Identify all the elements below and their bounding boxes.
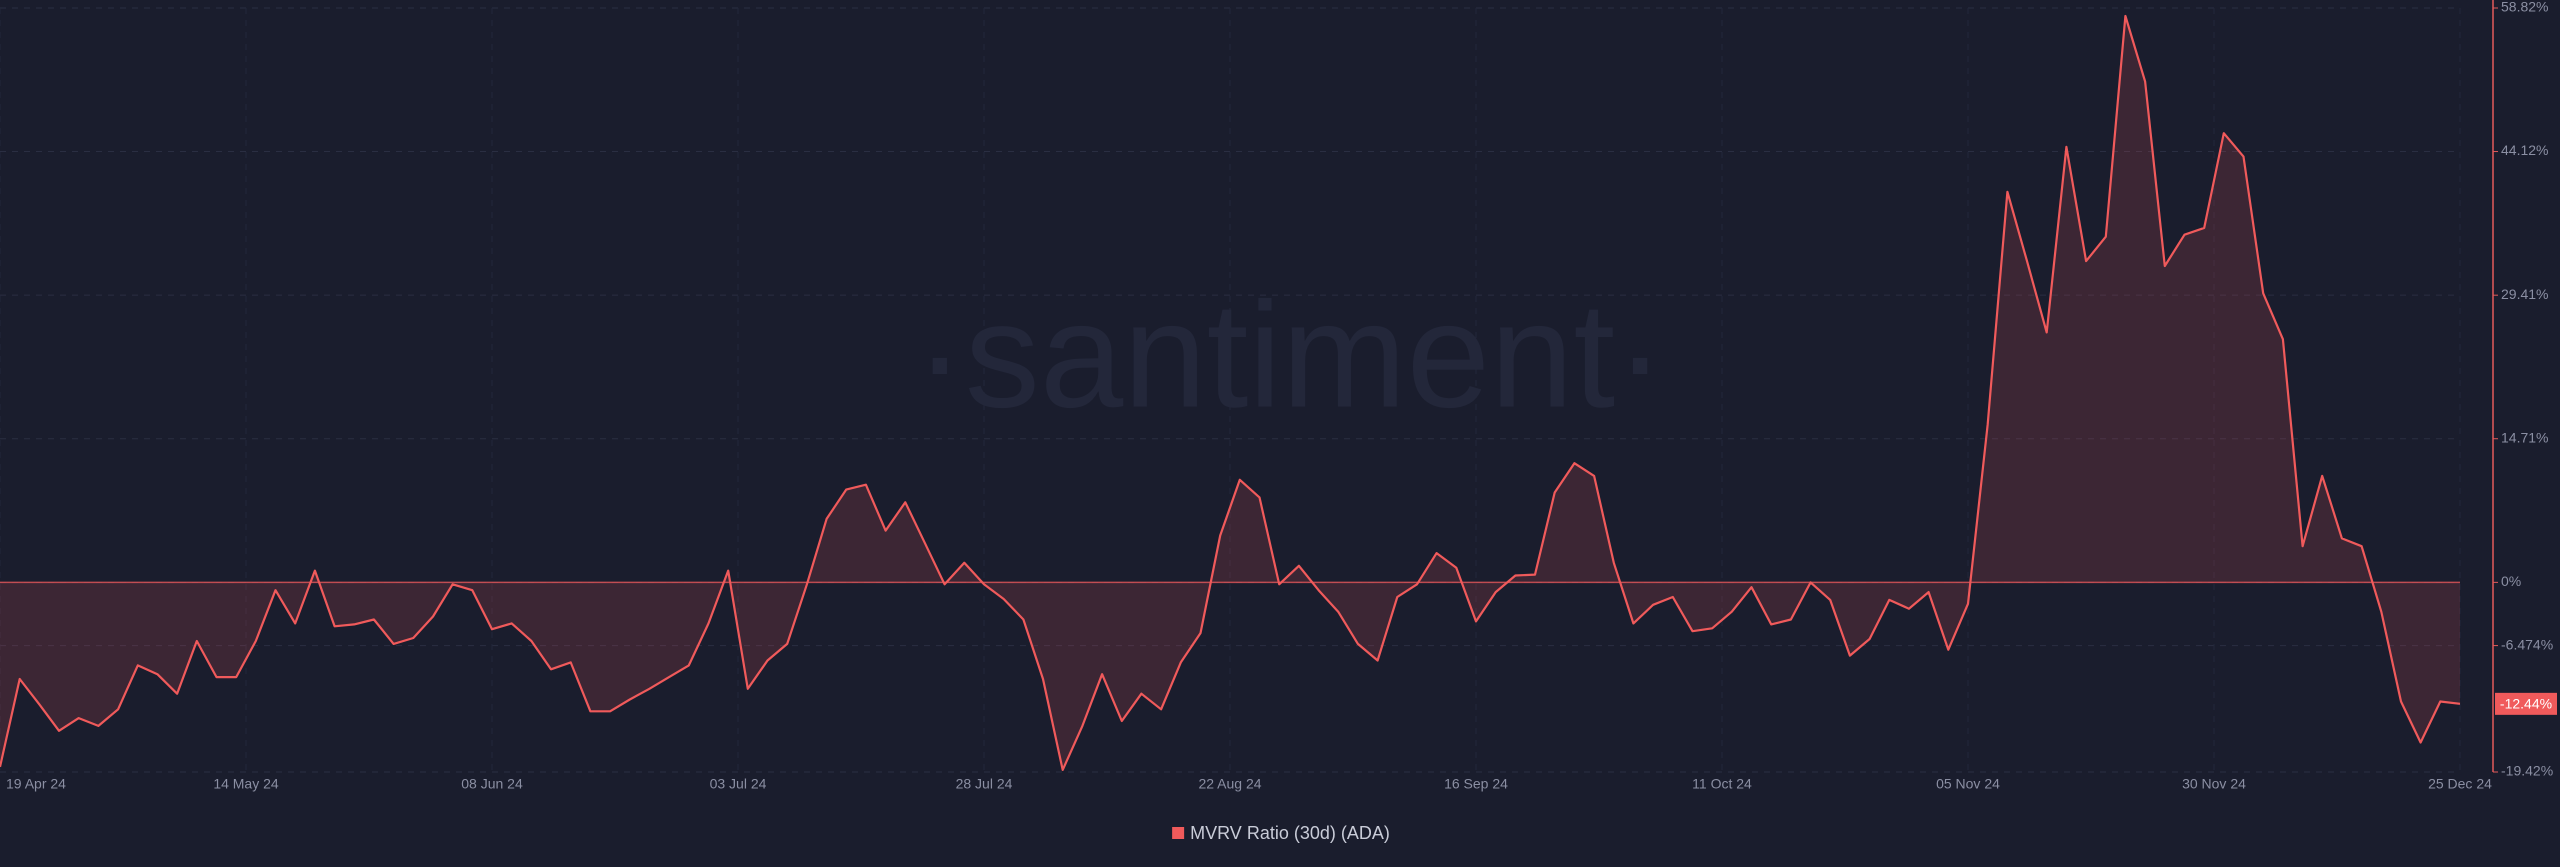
y-tick-label: 58.82% [2501,0,2548,15]
value-badge [2495,692,2557,715]
legend-label: MVRV Ratio (30d) (ADA) [1190,823,1390,843]
y-tick-label: 14.71% [2501,429,2548,445]
x-tick-label: 05 Nov 24 [1936,776,2000,792]
x-tick-label: 16 Sep 24 [1444,776,1508,792]
watermark: ·santiment· [915,271,1665,439]
legend: MVRV Ratio (30d) (ADA) [1172,823,1390,843]
value-label: -12.44% [2500,696,2552,712]
x-tick-label: 30 Nov 24 [2182,776,2246,792]
line [0,14,2461,771]
y-tick-label: 44.12% [2501,142,2548,158]
y-tick-label: -19.42% [2501,763,2553,779]
x-tick-label: 22 Aug 24 [1198,776,1261,792]
y-tick-label: -6.474% [2501,636,2553,652]
legend-swatch [1172,827,1185,839]
x-tick-label: 19 Apr 24 [6,776,66,792]
y-tick-label: 29.41% [2501,286,2548,302]
x-tick-label: 11 Oct 24 [1692,776,1752,792]
x-tick-label: 08 Jun 24 [461,776,523,792]
x-tick-label: 14 May 24 [213,776,279,792]
y-tick-label: 0% [2501,573,2521,589]
x-tick-label: 25 Dec 24 [2428,776,2492,792]
x-tick-label: 28 Jul 24 [956,776,1013,792]
x-tick-label: 03 Jul 24 [710,776,767,792]
